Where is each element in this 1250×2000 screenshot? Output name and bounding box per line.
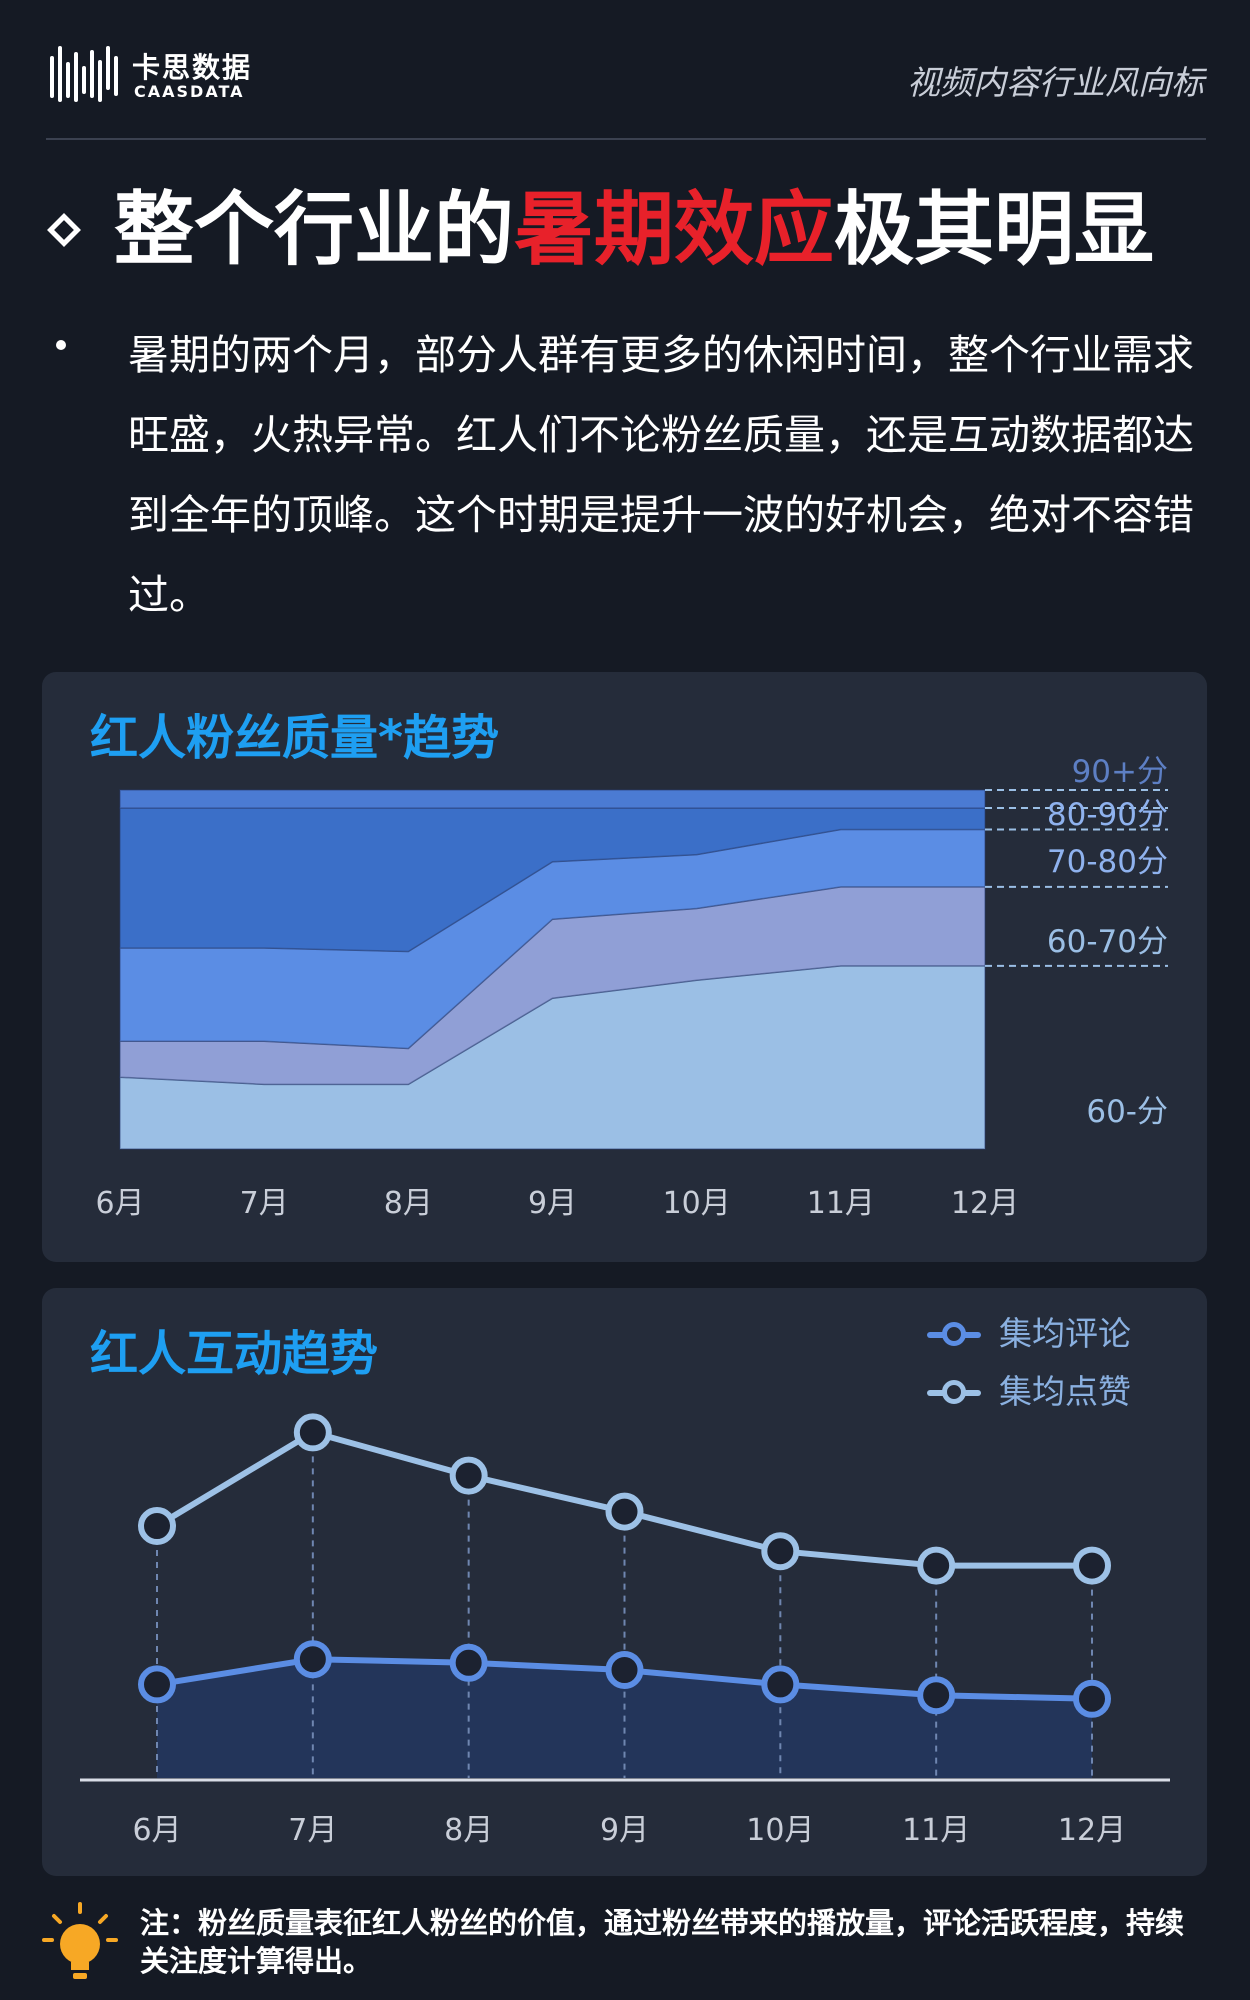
point-likes [293, 1413, 332, 1452]
fan-quality-panel: 红人粉丝质量*趋势 60-分 60-70分 70-80分 80-90分 90+分 6月 7月… [42, 672, 1207, 1262]
point-likes [917, 1546, 956, 1585]
title-highlight: 暑期效应 [514, 183, 834, 276]
point-likes [605, 1492, 644, 1531]
intro-paragraph: 暑期的两个月，部分人群有更多的休闲时间，整个行业需求旺盛，火热异常。红人们不论粉… [128, 331, 1194, 619]
point-likes [449, 1456, 488, 1495]
point-comments [293, 1640, 332, 1679]
legend-label-comments: 集均评论 [999, 1314, 1131, 1353]
legend-item-likes[interactable]: 集均点赞 [927, 1372, 1167, 1412]
legend-marker-likes-icon [942, 1380, 966, 1404]
interaction-legend: 集均评论 集均点赞 [927, 1308, 1167, 1428]
title-after: 极其明显 [834, 183, 1154, 276]
legend-marker-comments-icon [942, 1322, 966, 1346]
point-likes [761, 1532, 800, 1571]
tagline: 视频内容行业风向标 [907, 63, 1204, 102]
point-comments [138, 1665, 176, 1704]
x-tick-label: 10月 [663, 1186, 731, 1221]
bullet-dot-icon [56, 340, 66, 350]
interaction-panel: 红人互动趋势 集均评论 集均点赞 6月 7月 8月 9月 10月 11月 12月 [42, 1288, 1207, 1876]
header-divider [46, 138, 1206, 140]
x-tick-label: 8月 [444, 1813, 493, 1848]
footnote-text: 注：粉丝质量表征红人粉丝的价值，通过粉丝带来的播放量，评论活跃程度，持续关注度计… [140, 1906, 1185, 1978]
logo-name-cn: 卡思数据 [132, 51, 253, 84]
interaction-title: 红人互动趋势 [90, 1326, 379, 1382]
page-title: 整个行业的暑期效应极其明显 [47, 180, 1208, 280]
x-tick-label: 11月 [807, 1186, 875, 1221]
x-tick-label: 7月 [288, 1813, 337, 1848]
x-tick-label: 6月 [95, 1186, 144, 1221]
point-comments [449, 1643, 488, 1682]
point-comments [917, 1676, 956, 1715]
point-comments [605, 1651, 644, 1689]
x-tick-label: 9月 [528, 1186, 577, 1221]
point-likes [1073, 1546, 1111, 1585]
band-label-3: 80-90分 [1047, 797, 1168, 833]
point-likes [138, 1507, 176, 1545]
x-tick-label: 12月 [951, 1186, 1019, 1221]
band-label-2: 70-80分 [1047, 844, 1168, 880]
diamond-icon [47, 213, 81, 247]
band-label-1: 60-70分 [1047, 924, 1168, 960]
fan-quality-chart: 60-分 60-70分 70-80分 80-90分 90+分 6月 7月 8月 9月 10月 11月… [95, 754, 1168, 1221]
band-label-4: 90+分 [1072, 754, 1168, 790]
band-label-0: 60-分 [1086, 1094, 1168, 1130]
x-tick-label: 11月 [902, 1813, 970, 1848]
fan-quality-title: 红人粉丝质量*趋势 [90, 710, 500, 766]
point-comments [761, 1665, 800, 1704]
logo[interactable]: 卡思数据 CAASDATA [48, 44, 268, 104]
footnote: 注：粉丝质量表征红人粉丝的价值，通过粉丝带来的播放量，评论活跃程度，持续关注度计… [40, 1900, 1220, 1990]
legend-item-comments[interactable]: 集均评论 [927, 1314, 1167, 1354]
area-band-4 [119, 789, 986, 809]
page-title-text: 整个行业的暑期效应极其明显 [114, 180, 1154, 280]
logo-bars-icon [50, 46, 118, 102]
header: 卡思数据 CAASDATA 视频内容行业风向标 [0, 0, 1250, 140]
x-tick-label: 10月 [746, 1813, 814, 1848]
legend-label-likes: 集均点赞 [999, 1372, 1131, 1411]
x-tick-label: 9月 [600, 1813, 649, 1848]
x-tick-label: 12月 [1058, 1813, 1126, 1848]
interaction-chart: 6月 7月 8月 9月 10月 11月 12月 [80, 1413, 1170, 1848]
x-tick-label: 8月 [384, 1186, 433, 1221]
point-comments [1073, 1679, 1111, 1718]
x-tick-label: 7月 [240, 1186, 289, 1221]
lightbulb-icon [42, 1902, 118, 1979]
title-before: 整个行业的 [114, 183, 514, 276]
x-tick-label: 6月 [132, 1813, 181, 1848]
logo-name-en: CAASDATA [134, 82, 245, 101]
